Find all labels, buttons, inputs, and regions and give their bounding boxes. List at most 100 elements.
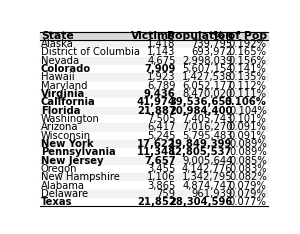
Bar <box>40 90 268 98</box>
Text: 11,348: 11,348 <box>136 147 176 157</box>
Text: 0.104%: 0.104% <box>229 106 267 116</box>
Text: 21,852: 21,852 <box>137 197 176 207</box>
Text: 1,427,538: 1,427,538 <box>182 73 232 82</box>
Text: 0.106%: 0.106% <box>225 97 267 107</box>
Text: California: California <box>41 97 96 107</box>
Bar <box>40 123 268 132</box>
Bar <box>40 190 268 198</box>
Text: 9,005,644: 9,005,644 <box>182 156 232 166</box>
Text: Texas: Texas <box>41 197 73 207</box>
Bar <box>40 98 268 107</box>
Text: New Jersey: New Jersey <box>41 156 104 166</box>
Text: 17,622: 17,622 <box>137 139 175 149</box>
Bar <box>40 173 268 182</box>
Text: 0.089%: 0.089% <box>229 147 267 157</box>
Text: 0.077%: 0.077% <box>229 197 267 207</box>
Text: Pennsylvania: Pennsylvania <box>41 147 116 157</box>
Text: 1,418: 1,418 <box>147 39 176 49</box>
Text: 0.091%: 0.091% <box>229 122 267 132</box>
Text: 41,974: 41,974 <box>136 97 176 107</box>
Text: 7,909: 7,909 <box>144 64 175 74</box>
Text: 0.111%: 0.111% <box>229 89 267 99</box>
Text: 6,417: 6,417 <box>147 122 176 132</box>
Text: District of Columbia: District of Columbia <box>41 48 140 58</box>
Bar <box>40 148 268 157</box>
Text: 4,675: 4,675 <box>147 56 176 66</box>
Text: 0.085%: 0.085% <box>229 156 267 166</box>
Text: 0.091%: 0.091% <box>229 131 267 141</box>
Text: 21,887: 21,887 <box>137 106 176 116</box>
Bar <box>40 157 268 165</box>
Text: 1,923: 1,923 <box>147 73 176 82</box>
Text: 7,405,743: 7,405,743 <box>182 114 232 124</box>
Text: 1,106: 1,106 <box>147 172 176 182</box>
Text: 28,304,596: 28,304,596 <box>169 197 232 207</box>
Text: 3,865: 3,865 <box>147 181 176 191</box>
Bar <box>40 132 268 140</box>
Text: 0.112%: 0.112% <box>229 81 267 91</box>
Text: 1,342,795: 1,342,795 <box>182 172 232 182</box>
Text: Hawaii: Hawaii <box>41 73 75 82</box>
Text: 0.079%: 0.079% <box>229 181 267 191</box>
Text: Florida: Florida <box>41 106 80 116</box>
Text: 5,245: 5,245 <box>147 131 176 141</box>
Text: 19,849,399: 19,849,399 <box>169 139 232 149</box>
Bar <box>40 165 268 173</box>
Bar <box>40 140 268 148</box>
Bar <box>40 82 268 90</box>
Text: 693,972: 693,972 <box>191 48 232 58</box>
Text: 0.082%: 0.082% <box>229 172 267 182</box>
Text: Alabama: Alabama <box>41 181 85 191</box>
Text: Wisconsin: Wisconsin <box>41 131 91 141</box>
Text: 0.079%: 0.079% <box>229 189 267 199</box>
Text: 5,607,154: 5,607,154 <box>182 64 232 74</box>
Text: 0.135%: 0.135% <box>229 73 267 82</box>
Text: 0.083%: 0.083% <box>229 164 267 174</box>
Text: % of Pop: % of Pop <box>213 31 267 41</box>
Text: 4,142,776: 4,142,776 <box>182 164 232 174</box>
Bar <box>40 65 268 73</box>
Text: 20,984,400: 20,984,400 <box>169 106 232 116</box>
Text: 4,874,747: 4,874,747 <box>182 181 232 191</box>
Text: 0.089%: 0.089% <box>229 139 267 149</box>
Bar <box>40 107 268 115</box>
Text: Population: Population <box>167 31 232 41</box>
Text: Virginia: Virginia <box>41 89 85 99</box>
Bar <box>40 115 268 123</box>
Text: Nevada: Nevada <box>41 56 79 66</box>
Text: 6,052,177: 6,052,177 <box>182 81 232 91</box>
Text: 0.141%: 0.141% <box>229 64 267 74</box>
Text: 12,805,537: 12,805,537 <box>169 147 232 157</box>
Bar <box>40 182 268 190</box>
Text: 739,795: 739,795 <box>191 39 232 49</box>
Text: 0.156%: 0.156% <box>229 56 267 66</box>
Text: Delaware: Delaware <box>41 189 88 199</box>
Text: 1,143: 1,143 <box>147 48 176 58</box>
Text: 961,939: 961,939 <box>191 189 232 199</box>
Text: 0.165%: 0.165% <box>229 48 267 58</box>
Text: 7,016,270: 7,016,270 <box>182 122 232 132</box>
Text: 7,657: 7,657 <box>144 156 176 166</box>
Text: 0.192%: 0.192% <box>229 39 267 49</box>
Text: Arizona: Arizona <box>41 122 79 132</box>
Text: 6,789: 6,789 <box>147 81 176 91</box>
Bar <box>40 57 268 65</box>
Text: Alaska: Alaska <box>41 39 74 49</box>
Text: State: State <box>41 31 74 41</box>
Text: Maryland: Maryland <box>41 81 88 91</box>
Text: 5,795,483: 5,795,483 <box>182 131 232 141</box>
Text: 2,998,039: 2,998,039 <box>182 56 232 66</box>
Text: Washington: Washington <box>41 114 100 124</box>
Bar <box>40 48 268 57</box>
Text: 759: 759 <box>157 189 175 199</box>
Bar <box>40 40 268 48</box>
Text: 3,455: 3,455 <box>147 164 176 174</box>
Text: 7,505: 7,505 <box>147 114 176 124</box>
Bar <box>40 73 268 82</box>
Text: 39,536,653: 39,536,653 <box>169 97 232 107</box>
Text: 9,436: 9,436 <box>144 89 176 99</box>
Bar <box>40 32 268 40</box>
Bar <box>40 198 268 206</box>
Text: New York: New York <box>41 139 94 149</box>
Text: 8,470,020: 8,470,020 <box>182 89 232 99</box>
